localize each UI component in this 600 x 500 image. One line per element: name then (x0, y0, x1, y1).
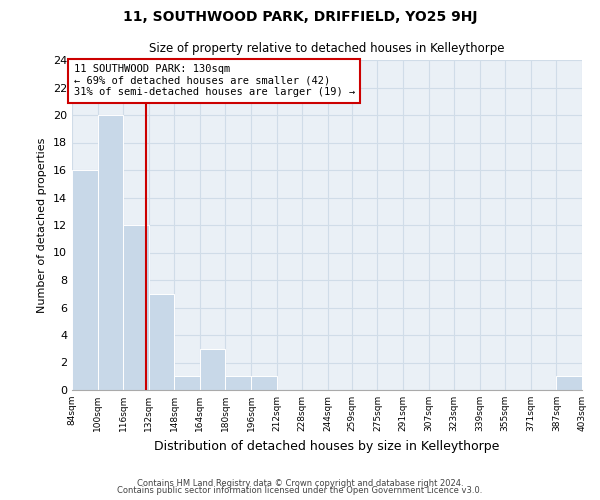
Bar (72, 170, 98, 390)
Title: Size of property relative to detached houses in Kelleythorpe: Size of property relative to detached ho… (149, 42, 505, 54)
Bar (556, 376, 582, 390)
Bar (251, 376, 277, 390)
Y-axis label: Number of detached properties: Number of detached properties (37, 138, 47, 312)
Text: Contains HM Land Registry data © Crown copyright and database right 2024.: Contains HM Land Registry data © Crown c… (137, 478, 463, 488)
Text: 11 SOUTHWOOD PARK: 130sqm
← 69% of detached houses are smaller (42)
31% of semi-: 11 SOUTHWOOD PARK: 130sqm ← 69% of detac… (74, 64, 355, 98)
Bar (175, 376, 200, 390)
Text: 11, SOUTHWOOD PARK, DRIFFIELD, YO25 9HJ: 11, SOUTHWOOD PARK, DRIFFIELD, YO25 9HJ (123, 10, 477, 24)
Bar (226, 376, 251, 390)
Bar (123, 225, 149, 390)
X-axis label: Distribution of detached houses by size in Kelleythorpe: Distribution of detached houses by size … (154, 440, 500, 452)
Bar (98, 115, 123, 390)
Text: Contains public sector information licensed under the Open Government Licence v3: Contains public sector information licen… (118, 486, 482, 495)
Bar (149, 294, 175, 390)
Bar (200, 349, 226, 390)
